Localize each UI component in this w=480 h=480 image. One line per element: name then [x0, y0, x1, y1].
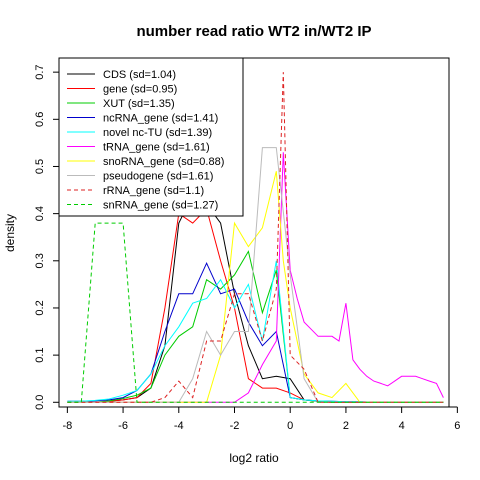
y-tick-label: 0.6	[34, 112, 46, 127]
y-tick-label: 0.4	[34, 206, 46, 221]
y-tick-label: 0.2	[34, 300, 46, 315]
series-layer	[67, 72, 444, 403]
series-line-8	[67, 72, 444, 403]
y-tick-label: 0.7	[34, 65, 46, 80]
x-tick-label: -8	[62, 420, 72, 432]
x-tick-label: -2	[230, 420, 240, 432]
x-tick-label: -6	[118, 420, 128, 432]
legend-entry: pseudogene (sd=1.61)	[103, 171, 213, 183]
legend: CDS (sd=1.04) gene (sd=0.95) XUT (sd=1.35)…	[58, 57, 244, 217]
x-tick-label: 6	[454, 420, 460, 432]
x-axis: -8 -6 -4 -2 0 2 4 6	[62, 406, 460, 432]
legend-entry: gene (sd=0.95)	[103, 84, 177, 96]
y-tick-label: 0.5	[34, 159, 46, 174]
x-tick-label: 2	[343, 420, 349, 432]
legend-entry: tRNA_gene (sd=1.61)	[103, 142, 210, 154]
y-axis: 0.0 0.1 0.2 0.3 0.4 0.5 0.6 0.7	[34, 65, 60, 410]
legend-entry: rRNA_gene (sd=1.1)	[103, 185, 204, 197]
x-tick-label: 4	[399, 420, 405, 432]
legend-entry: CDS (sd=1.04)	[103, 69, 176, 81]
series-line-9	[67, 222, 444, 403]
y-axis-label: density	[3, 214, 17, 252]
y-tick-label: 0.3	[34, 253, 46, 268]
legend-entry: snRNA_gene (sd=1.27)	[103, 200, 218, 212]
x-axis-label: log2 ratio	[229, 451, 279, 465]
x-tick-label: -4	[174, 420, 184, 432]
legend-entry: snoRNA_gene (sd=0.88)	[103, 156, 224, 168]
legend-entry: XUT (sd=1.35)	[103, 98, 175, 110]
legend-entry: novel nc-TU (sd=1.39)	[103, 127, 212, 139]
y-tick-label: 0.1	[34, 347, 46, 362]
x-tick-label: 0	[287, 420, 293, 432]
chart-title: number read ratio WT2 in/WT2 IP	[136, 23, 371, 40]
legend-entry: ncRNA_gene (sd=1.41)	[103, 113, 218, 125]
y-tick-label: 0.0	[34, 395, 46, 410]
